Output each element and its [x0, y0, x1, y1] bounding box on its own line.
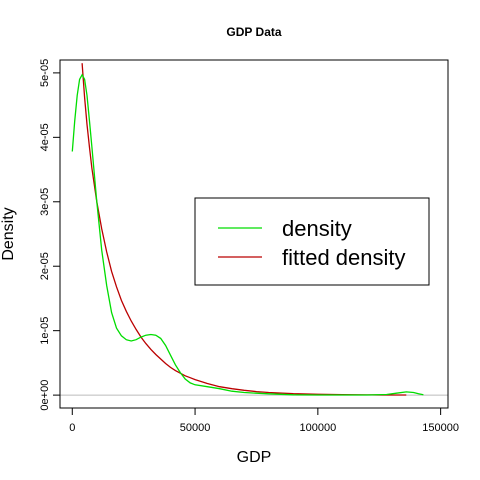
y-tick-label: 4e-05	[39, 123, 51, 151]
y-axis: 0e+00 1e-05 2e-05 3e-05 4e-05 5e-05	[39, 59, 61, 411]
y-tick-label: 1e-05	[39, 317, 51, 345]
x-tick-label: 50000	[180, 422, 211, 434]
y-tick-label: 3e-05	[39, 188, 51, 216]
chart-title: GDP Data	[226, 25, 281, 39]
legend-label-fitted: fitted density	[282, 245, 406, 270]
x-axis: 0 50000 100000 150000	[69, 407, 459, 434]
x-tick-label: 0	[69, 422, 75, 434]
x-tick-label: 100000	[299, 422, 336, 434]
y-axis-label: Density	[0, 207, 17, 260]
legend-box	[194, 197, 430, 286]
fitted-density-line	[81, 63, 407, 396]
x-axis-label: GDP	[237, 449, 272, 466]
density-line	[71, 73, 424, 396]
legend: density fitted density	[194, 197, 430, 286]
y-tick-label: 5e-05	[39, 59, 51, 87]
x-tick-label: 150000	[422, 422, 459, 434]
legend-label-density: density	[282, 216, 352, 241]
plot-area	[60, 63, 448, 396]
y-tick-label: 0e+00	[39, 380, 51, 411]
y-tick-label: 2e-05	[39, 252, 51, 280]
